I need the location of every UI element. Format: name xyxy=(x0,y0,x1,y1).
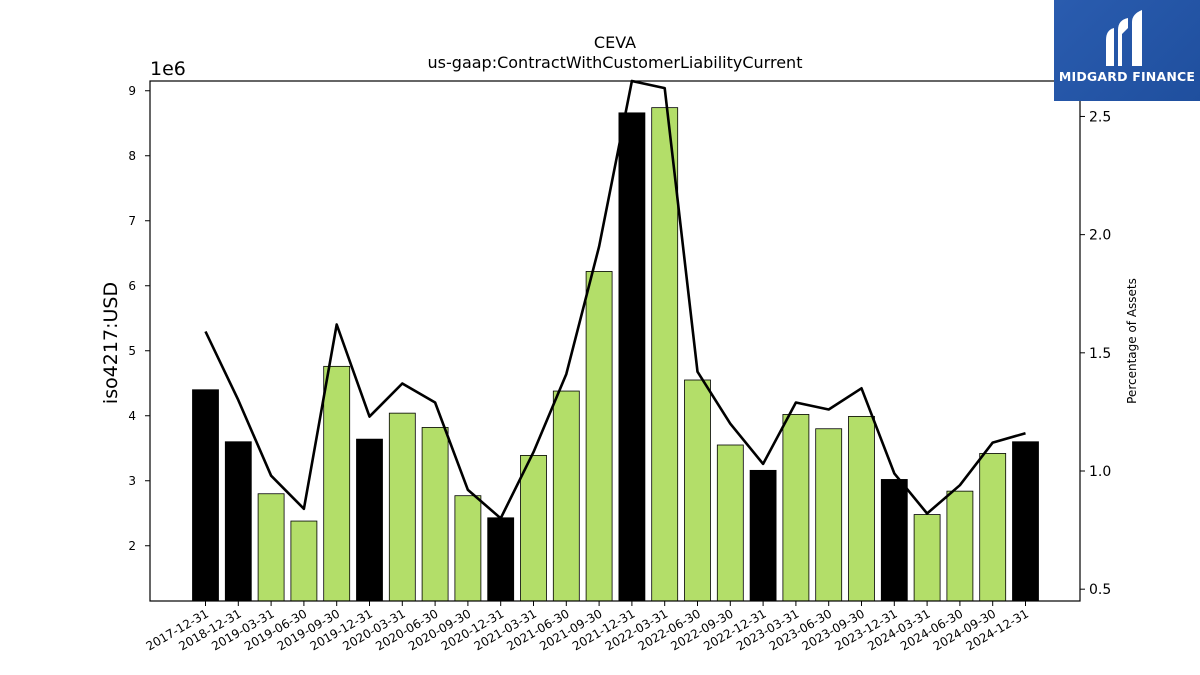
bar-2017-12-31 xyxy=(192,389,219,602)
bar-2023-06-30 xyxy=(815,428,843,602)
bar-2021-06-30 xyxy=(552,390,580,602)
chart-title: CEVA xyxy=(594,33,636,52)
y-tick-label: 9 xyxy=(128,84,136,98)
y-tick-label: 3 xyxy=(128,474,136,488)
bar-2021-03-31 xyxy=(520,454,547,602)
bar-2019-12-31 xyxy=(356,438,383,602)
y2-tick-label: 2.5 xyxy=(1089,109,1111,125)
bar-2019-09-30 xyxy=(323,365,351,602)
bar-2023-03-31 xyxy=(782,414,810,602)
bar-2022-12-31 xyxy=(749,469,777,602)
y2-tick-label: 2.0 xyxy=(1089,228,1111,244)
line-series xyxy=(204,79,1026,520)
bar-2019-03-31 xyxy=(257,493,285,602)
y2-tick-label: 1.0 xyxy=(1089,464,1111,480)
bar-2024-12-31 xyxy=(1012,441,1039,602)
y-axis-label: iso4217:USD xyxy=(100,282,122,404)
bar-2020-03-31 xyxy=(388,412,416,602)
bar-2023-09-30 xyxy=(848,415,875,602)
y-tick-label: 5 xyxy=(128,344,136,358)
y-offset-label: 1e6 xyxy=(150,58,186,80)
bar-2024-03-31 xyxy=(913,514,941,602)
y2-tick-label: 0.5 xyxy=(1089,582,1111,598)
bar-2020-09-30 xyxy=(454,495,482,602)
bar-2019-06-30 xyxy=(290,520,318,602)
y-tick-label: 4 xyxy=(128,409,136,423)
bar-series xyxy=(192,107,1039,602)
brand-logo: MIDGARD FINANCE xyxy=(1054,0,1200,101)
bar-2020-06-30 xyxy=(421,427,449,602)
bar-2018-12-31 xyxy=(224,441,252,602)
bar-2023-12-31 xyxy=(880,479,908,602)
y2-tick-label: 1.5 xyxy=(1089,346,1111,362)
brand-logo-icon xyxy=(1106,10,1142,66)
y-tick-label: 8 xyxy=(128,149,136,163)
y-tick-label: 7 xyxy=(128,214,136,228)
bar-2022-03-31 xyxy=(651,107,679,602)
percentage-line xyxy=(204,79,1026,520)
bar-2022-06-30 xyxy=(684,379,711,602)
bar-2022-09-30 xyxy=(716,444,744,602)
y-tick-label: 2 xyxy=(128,539,136,553)
bar-2021-09-30 xyxy=(585,271,613,602)
bar-2024-09-30 xyxy=(979,453,1007,602)
y2-axis-label: Percentage of Assets xyxy=(1125,278,1139,404)
chart-subtitle: us-gaap:ContractWithCustomerLiabilityCur… xyxy=(428,53,803,72)
plot-frame xyxy=(149,80,1081,602)
bar-2020-12-31 xyxy=(487,517,515,602)
bar-2021-12-31 xyxy=(618,112,646,602)
bar-2024-06-30 xyxy=(946,490,974,602)
brand-name: MIDGARD FINANCE xyxy=(1058,69,1196,84)
y-tick-label: 6 xyxy=(128,279,136,293)
